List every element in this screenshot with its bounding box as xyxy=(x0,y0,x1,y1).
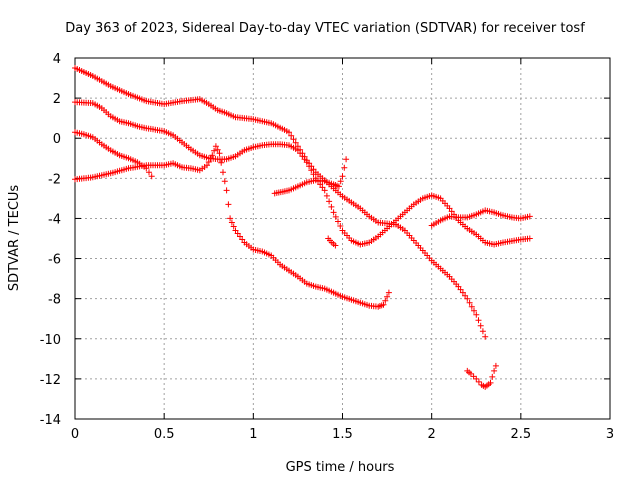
data-point-track-d xyxy=(380,301,387,308)
y-tick-label: 4 xyxy=(53,52,61,67)
y-tick-label: 0 xyxy=(53,132,61,147)
data-point-track-a xyxy=(464,295,471,302)
data-point-track-c xyxy=(148,173,155,180)
data-point-track-a xyxy=(468,303,475,310)
x-tick-label: 1.5 xyxy=(332,427,353,442)
data-point-track-a xyxy=(482,333,489,340)
data-point-track-b xyxy=(330,209,337,216)
data-point-track-a xyxy=(473,311,480,318)
data-point-track-d xyxy=(218,159,225,166)
data-point-track-d xyxy=(214,146,221,153)
data-point-track-d xyxy=(220,169,226,176)
data-point-track-a xyxy=(286,129,292,136)
data-point-track-a xyxy=(471,307,477,314)
data-point-track-a xyxy=(459,289,466,296)
data-point-track-d xyxy=(223,187,230,194)
data-point-track-d xyxy=(227,215,234,222)
data-point-track-d xyxy=(209,152,216,159)
data-point-track-d xyxy=(211,147,218,154)
data-point-track-b xyxy=(326,198,333,205)
data-point-track-h xyxy=(475,378,482,385)
data-point-track-a xyxy=(290,136,297,143)
x-tick-label: 2.5 xyxy=(510,427,531,442)
y-tick-label: -6 xyxy=(48,253,61,268)
data-point-track-a xyxy=(288,132,295,139)
y-tick-label: -4 xyxy=(48,212,61,227)
data-point-track-d xyxy=(230,223,237,230)
axis-ticks: 0 0.5 1 1.5 2 2.5 3 4 2 0 -2 -4 -6 -8 -10 -12 -14 xyxy=(40,52,614,442)
data-point-track-a xyxy=(475,317,482,324)
y-tick-label: -2 xyxy=(48,172,61,187)
y-tick-label: -10 xyxy=(40,333,61,348)
data-point-track-d xyxy=(207,155,214,162)
data-point-track-d xyxy=(382,297,389,304)
data-point-track-d xyxy=(204,162,210,169)
data-point-track-e xyxy=(339,173,346,180)
data-point-track-d xyxy=(212,143,219,150)
y-axis-label: SDTVAR / TECUs xyxy=(7,185,22,292)
y-tick-label: -14 xyxy=(40,413,61,428)
data-point-track-e xyxy=(341,164,348,171)
data-point-track-a xyxy=(477,322,484,329)
x-tick-label: 3 xyxy=(606,427,614,442)
data-point-track-a xyxy=(479,328,486,335)
data-point-track-a xyxy=(466,299,473,306)
data-point-track-b xyxy=(321,187,328,194)
data-point-track-d xyxy=(216,150,223,157)
y-tick-label: -8 xyxy=(48,293,61,308)
data-point-track-g xyxy=(526,213,533,220)
data-point-track-f xyxy=(332,242,339,249)
data-point-track-b xyxy=(303,159,310,166)
data-point-track-d xyxy=(384,293,391,300)
data-point-track-b xyxy=(328,203,335,210)
data-point-track-b xyxy=(335,218,341,225)
x-tick-label: 0 xyxy=(71,427,79,442)
y-tick-label: -12 xyxy=(40,373,61,388)
data-point-track-h xyxy=(489,373,496,380)
data-point-track-h xyxy=(492,362,499,369)
data-point-track-d xyxy=(385,289,392,296)
data-points xyxy=(72,65,533,390)
data-point-track-b xyxy=(306,163,313,170)
chart-title: Day 363 of 2023, Sidereal Day-to-day VTE… xyxy=(65,21,585,36)
x-tick-label: 0.5 xyxy=(154,427,175,442)
data-point-track-b xyxy=(323,192,330,199)
data-point-track-h xyxy=(491,367,498,374)
data-point-track-e xyxy=(343,156,350,163)
x-tick-label: 2 xyxy=(428,427,436,442)
data-point-track-e xyxy=(337,178,344,185)
data-point-track-d xyxy=(205,159,212,165)
data-point-track-h xyxy=(487,379,494,386)
data-point-track-b xyxy=(308,167,315,174)
data-point-track-b xyxy=(526,235,533,242)
data-point-track-d xyxy=(228,219,235,226)
data-point-track-e xyxy=(335,183,342,190)
y-tick-label: 2 xyxy=(53,92,61,107)
data-point-track-b xyxy=(337,223,344,229)
data-point-track-h xyxy=(473,375,480,382)
data-point-track-d xyxy=(221,178,228,185)
data-point-track-d xyxy=(225,201,232,208)
x-axis-label: GPS time / hours xyxy=(286,460,395,475)
x-tick-label: 1 xyxy=(249,427,257,442)
data-point-track-c xyxy=(146,169,152,176)
data-point-track-a xyxy=(292,139,299,146)
data-point-track-b xyxy=(310,171,317,178)
data-point-track-b xyxy=(332,213,339,220)
